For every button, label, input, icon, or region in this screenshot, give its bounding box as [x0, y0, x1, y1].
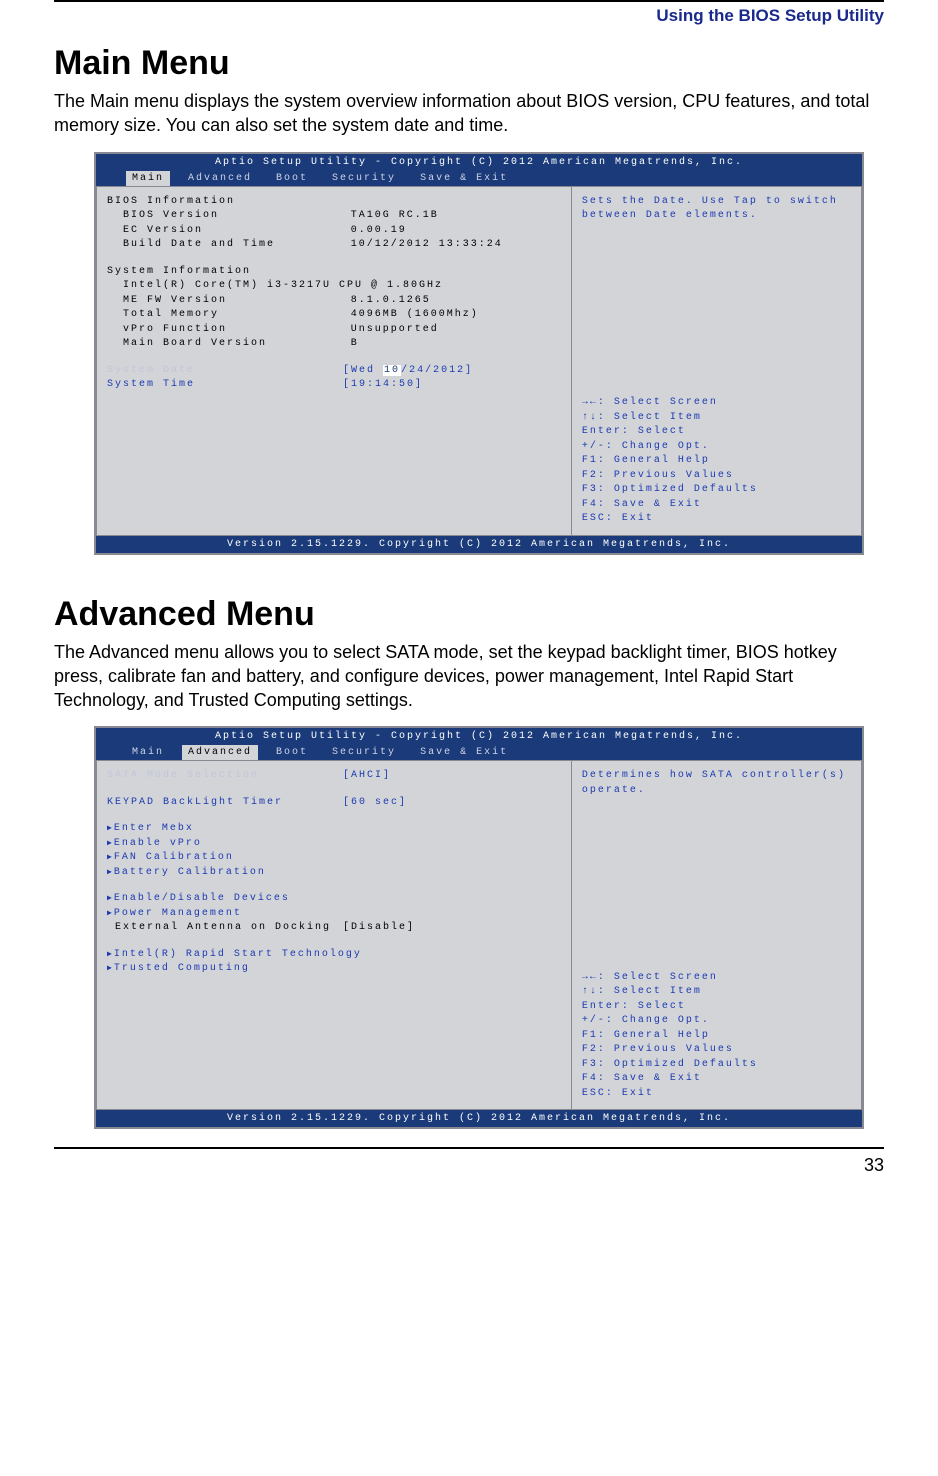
total-memory-value: 4096MB (1600Mhz) [351, 308, 561, 323]
trusted-computing-link: Trusted Computing [107, 962, 561, 977]
keypad-backlight-value: [60 sec] [343, 796, 561, 811]
bios-tab-row: Main Advanced Boot Security Save & Exit [96, 745, 862, 760]
rapid-start-link: Intel(R) Rapid Start Technology [107, 948, 561, 963]
build-date-value: 10/12/2012 13:33:24 [351, 238, 561, 253]
page-header-section: Using the BIOS Setup Utility [656, 6, 884, 25]
mainboard-value: B [351, 337, 561, 352]
sata-mode-label: SATA Mode Selection [107, 769, 343, 784]
bios-help-text: Sets the Date. Use Tap to switch between… [582, 195, 851, 224]
tab-boot: Boot [270, 171, 314, 186]
main-menu-heading: Main Menu [54, 44, 884, 83]
keypad-backlight-label: KEYPAD BackLight Timer [107, 796, 343, 811]
tab-save-exit: Save & Exit [414, 171, 514, 186]
section-bios-info: BIOS Information [107, 195, 561, 210]
mainboard-label: Main Board Version [123, 337, 351, 352]
tab-save-exit: Save & Exit [414, 745, 514, 760]
advanced-menu-heading: Advanced Menu [54, 595, 884, 634]
power-management-link: Power Management [107, 907, 561, 922]
section-system-info: System Information [107, 265, 561, 280]
ext-antenna-value: [Disable] [343, 921, 561, 936]
bios-help-text: Determines how SATA controller(s) operat… [582, 769, 851, 798]
tab-advanced: Advanced [182, 171, 258, 186]
tab-main: Main [126, 171, 170, 186]
main-menu-paragraph: The Main menu displays the system overvi… [54, 89, 884, 138]
bios-left-panel: BIOS Information BIOS VersionTA10G RC.1B… [96, 186, 571, 536]
tab-main: Main [126, 745, 170, 760]
bios-version-value: TA10G RC.1B [351, 209, 561, 224]
fan-calibration-link: FAN Calibration [107, 851, 561, 866]
bios-footer: Version 2.15.1229. Copyright (C) 2012 Am… [96, 536, 862, 553]
bios-tab-row: Main Advanced Boot Security Save & Exit [96, 171, 862, 186]
ec-version-value: 0.00.19 [351, 224, 561, 239]
cpu-info: Intel(R) Core(TM) i3-3217U CPU @ 1.80GHz [123, 279, 561, 294]
me-fw-label: ME FW Version [123, 294, 351, 309]
system-time-label: System Time [107, 378, 343, 393]
page-number: 33 [864, 1155, 884, 1175]
tab-security: Security [326, 171, 402, 186]
build-date-label: Build Date and Time [123, 238, 351, 253]
bios-titlebar: Aptio Setup Utility - Copyright (C) 2012… [96, 728, 862, 745]
bios-titlebar: Aptio Setup Utility - Copyright (C) 2012… [96, 154, 862, 171]
enable-vpro-link: Enable vPro [107, 837, 561, 852]
vpro-label: vPro Function [123, 323, 351, 338]
bios-main-screenshot: Aptio Setup Utility - Copyright (C) 2012… [94, 152, 864, 555]
bios-footer: Version 2.15.1229. Copyright (C) 2012 Am… [96, 1110, 862, 1127]
system-date-value: [Wed 10/24/2012] [343, 364, 561, 379]
me-fw-value: 8.1.0.1265 [351, 294, 561, 309]
tab-advanced: Advanced [182, 745, 258, 760]
advanced-menu-paragraph: The Advanced menu allows you to select S… [54, 640, 884, 713]
bios-nav-keys: →←: Select Screen ↑↓: Select Item Enter:… [582, 396, 851, 527]
bios-left-panel: SATA Mode Selection [AHCI] KEYPAD BackLi… [96, 760, 571, 1110]
bios-nav-keys: →←: Select Screen ↑↓: Select Item Enter:… [582, 971, 851, 1102]
battery-calibration-link: Battery Calibration [107, 866, 561, 881]
enable-disable-devices-link: Enable/Disable Devices [107, 892, 561, 907]
ec-version-label: EC Version [123, 224, 351, 239]
total-memory-label: Total Memory [123, 308, 351, 323]
sata-mode-value: [AHCI] [343, 769, 561, 784]
vpro-value: Unsupported [351, 323, 561, 338]
bios-right-panel: Sets the Date. Use Tap to switch between… [571, 186, 862, 536]
system-time-value: [19:14:50] [343, 378, 561, 393]
ext-antenna-label: External Antenna on Docking [107, 921, 343, 936]
bios-advanced-screenshot: Aptio Setup Utility - Copyright (C) 2012… [94, 726, 864, 1129]
enter-mebx-link: Enter Mebx [107, 822, 561, 837]
tab-security: Security [326, 745, 402, 760]
tab-boot: Boot [270, 745, 314, 760]
bios-version-label: BIOS Version [123, 209, 351, 224]
bios-right-panel: Determines how SATA controller(s) operat… [571, 760, 862, 1110]
system-date-label: System Date [107, 364, 343, 379]
